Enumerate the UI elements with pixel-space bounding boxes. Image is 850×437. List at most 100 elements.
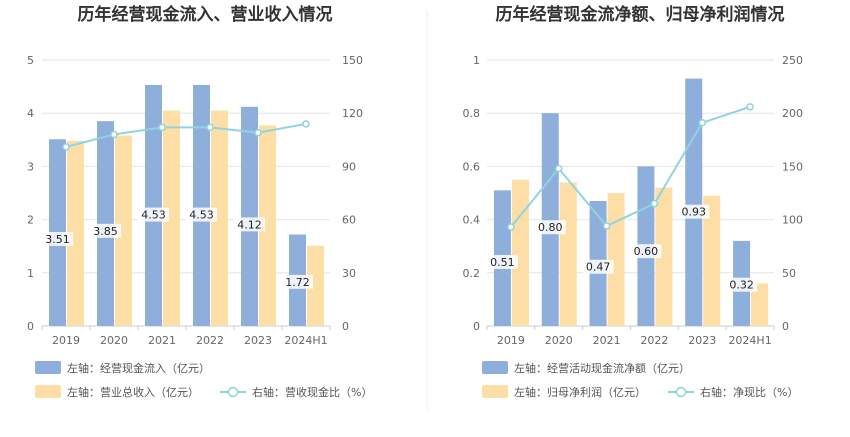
legend-item[interactable]: 右轴：营收现金比（%） <box>220 385 372 399</box>
legend-label: 左轴：营业总收入（亿元） <box>67 385 199 399</box>
right-axis-tick: 0 <box>782 320 789 333</box>
legend-label: 左轴：经营活动现金流净额（亿元） <box>514 361 690 375</box>
right-axis-tick: 50 <box>782 267 796 280</box>
legend-item[interactable]: 左轴：营业总收入（亿元） <box>35 385 199 399</box>
legend-swatch-dot <box>227 386 239 398</box>
line-point[interactable] <box>555 164 563 173</box>
left-axis-tick: 0.8 <box>463 107 481 120</box>
x-axis-tick: 2020 <box>100 334 128 347</box>
legend-label: 右轴：净现比（%） <box>700 385 798 399</box>
left-axis-tick: 0.6 <box>463 160 481 173</box>
left-axis-tick: 3 <box>27 160 34 173</box>
data-label: 0.32 <box>729 279 754 292</box>
bar-series-2[interactable] <box>751 283 769 326</box>
bar-series-2[interactable] <box>163 110 180 326</box>
legend-item[interactable]: 左轴：归母净利润（亿元） <box>482 385 646 399</box>
x-axis-tick: 2019 <box>52 334 80 347</box>
line-point[interactable] <box>302 120 310 128</box>
data-label: 3.85 <box>93 225 118 238</box>
data-label: 0.47 <box>586 261 611 274</box>
legend-label: 左轴：归母净利润（亿元） <box>514 385 646 399</box>
bar-series-1[interactable] <box>97 121 114 327</box>
bar-series-1[interactable] <box>685 78 703 327</box>
legend-item[interactable]: 右轴：净现比（%） <box>668 385 798 399</box>
data-label: 4.53 <box>141 209 166 222</box>
x-axis-tick: 2019 <box>497 334 525 347</box>
left-axis-tick: 1 <box>27 267 34 280</box>
right-axis-tick: 150 <box>342 54 363 67</box>
data-label-bg <box>582 259 614 274</box>
left-axis-tick: 0 <box>473 320 480 333</box>
x-axis-tick: 2024H1 <box>728 334 771 347</box>
right-axis-tick: 250 <box>782 54 803 67</box>
line-point[interactable] <box>650 199 659 208</box>
line-point[interactable] <box>158 123 166 132</box>
line-point[interactable] <box>254 128 262 137</box>
data-label-bg <box>233 217 266 232</box>
x-axis-tick: 2023 <box>244 334 272 347</box>
line-point[interactable] <box>206 123 214 132</box>
data-label: 0.60 <box>634 245 659 258</box>
data-label-bg <box>534 220 566 235</box>
x-axis-tick: 2024H1 <box>284 334 327 347</box>
bar-series-1[interactable] <box>541 113 559 326</box>
left-axis-tick: 0.2 <box>463 267 481 280</box>
legend-label: 右轴：营收现金比（%） <box>252 385 372 399</box>
left-axis-tick: 1 <box>473 54 480 67</box>
bar-series-2[interactable] <box>511 179 529 326</box>
bar-series-2[interactable] <box>607 193 625 326</box>
right-axis-tick: 200 <box>782 107 803 120</box>
x-axis-tick: 2020 <box>545 334 573 347</box>
bar-series-2[interactable] <box>655 187 673 326</box>
right-axis-tick: 100 <box>782 214 803 227</box>
bar-series-1[interactable] <box>145 85 162 326</box>
bar-series-2[interactable] <box>259 125 276 326</box>
right-axis-tick: 150 <box>782 160 803 173</box>
legend-swatch-dot <box>675 386 687 398</box>
data-label: 1.72 <box>285 276 310 289</box>
x-axis-tick: 2021 <box>148 334 176 347</box>
legend-item[interactable]: 左轴：经营现金流入（亿元） <box>35 361 210 375</box>
bar-series-2[interactable] <box>703 195 721 326</box>
legend-swatch <box>35 385 61 398</box>
right-axis-tick: 90 <box>342 160 356 173</box>
line-point[interactable] <box>507 223 515 231</box>
bar-series-1[interactable] <box>241 106 258 326</box>
legend-swatch <box>482 361 508 374</box>
line-point[interactable] <box>110 130 118 139</box>
right-axis-tick: 120 <box>342 107 363 120</box>
left-axis-tick: 4 <box>27 107 34 120</box>
bar-series-2[interactable] <box>211 110 228 326</box>
chart-panel-2: 历年经营现金流净额、归母净利润情况 0 0 0.2 50 0.4 100 0.6 150 0.8 2… <box>463 4 804 399</box>
left-axis-tick: 0 <box>27 320 34 333</box>
bar-series-2[interactable] <box>559 182 577 326</box>
x-axis-tick: 2023 <box>688 334 716 347</box>
data-label-bg <box>137 207 170 222</box>
data-label-bg <box>89 223 122 238</box>
line-point[interactable] <box>62 143 70 151</box>
data-label: 0.80 <box>538 221 563 234</box>
bar-series-1[interactable] <box>193 85 210 326</box>
bar-series-2[interactable] <box>307 245 324 326</box>
data-label: 0.93 <box>682 206 707 219</box>
data-label-bg <box>678 204 710 219</box>
right-axis-tick: 60 <box>342 214 356 227</box>
line-point[interactable] <box>746 103 754 111</box>
x-axis-tick: 2022 <box>640 334 668 347</box>
data-label-bg <box>185 207 218 222</box>
line-series <box>65 122 307 148</box>
bar-series-2[interactable] <box>67 140 84 326</box>
line-point[interactable] <box>602 222 611 230</box>
right-axis-tick: 0 <box>342 320 349 333</box>
data-label-bg <box>630 244 662 259</box>
x-axis-tick: 2022 <box>196 334 224 347</box>
left-axis-tick: 2 <box>27 214 34 227</box>
chart-title: 历年经营现金流净额、归母净利润情况 <box>496 4 785 25</box>
line-series <box>510 105 751 228</box>
chart-panel-1: 历年经营现金流入、营业收入情况 0 0 1 30 2 60 3 90 4 120 5 150 2019 20… <box>27 4 372 399</box>
data-label: 0.51 <box>490 256 515 269</box>
bar-series-2[interactable] <box>115 135 132 326</box>
legend-item[interactable]: 左轴：经营活动现金流净额（亿元） <box>482 361 690 375</box>
line-point[interactable] <box>698 119 706 127</box>
